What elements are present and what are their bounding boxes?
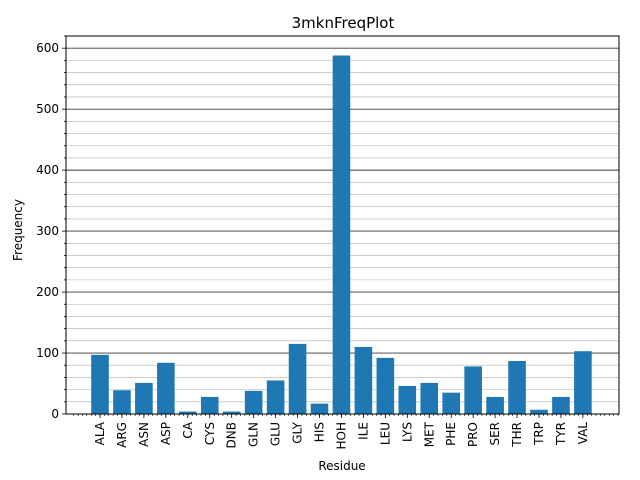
bar-gln	[244, 390, 263, 414]
x-tick-label: GLU	[269, 422, 283, 446]
bars	[91, 55, 592, 415]
y-tick-label: 500	[36, 102, 59, 116]
x-tick-label: CYS	[203, 422, 217, 445]
x-tick-label: GLY	[291, 421, 305, 443]
x-tick-label: ALA	[93, 421, 107, 445]
bar-lys	[398, 385, 417, 414]
bar-phe	[442, 392, 460, 414]
x-tick-label: LEU	[378, 422, 392, 445]
x-tick-label: MET	[422, 421, 436, 447]
bar-met	[420, 382, 439, 414]
x-tick-label: ASP	[159, 422, 173, 445]
x-tick-label: ILE	[356, 422, 370, 440]
bar-asp	[157, 362, 175, 414]
bar-arg	[113, 390, 131, 414]
bar-tyr	[552, 396, 570, 414]
bar-ser	[486, 396, 504, 414]
x-tick-label: TYR	[554, 422, 568, 446]
x-tick-label: DNB	[225, 422, 239, 448]
bar-asn	[135, 382, 153, 414]
bar-glu	[266, 380, 285, 414]
y-tick-label: 300	[36, 224, 59, 238]
x-tick-label: HIS	[313, 422, 327, 442]
bar-cys	[200, 396, 219, 414]
x-tick-label: VAL	[576, 422, 590, 445]
x-tick-label: GLN	[247, 422, 261, 447]
bar-his	[310, 403, 329, 414]
y-axis: 0 100 200 300 400 500 600	[36, 35, 66, 421]
chart-title: 3mknFreqPlot	[292, 14, 395, 32]
x-tick-label: CA	[181, 421, 195, 438]
y-tick-label: 600	[36, 41, 59, 55]
y-tick-label: 400	[36, 163, 59, 177]
x-tick-label: ASN	[137, 422, 151, 447]
x-tick-label: ARG	[115, 422, 129, 448]
bar-trp	[530, 409, 548, 414]
bar-ala	[91, 354, 109, 414]
bar-gly	[288, 343, 307, 414]
bar-hoh	[332, 55, 351, 415]
bar-ca	[179, 411, 197, 414]
bar-ile	[354, 346, 373, 414]
x-tick-label: PRO	[466, 422, 480, 447]
bar-val	[574, 351, 592, 414]
x-tick-label: PHE	[444, 422, 458, 446]
x-tick-label: THR	[510, 422, 524, 448]
x-axis: ALA ARG ASN ASP CA CYS DNB GLN GLU GLY HIS HOH ILE LE…	[73, 414, 619, 450]
bar-pro	[464, 366, 482, 414]
y-tick-label: 200	[36, 285, 59, 299]
bar-thr	[508, 360, 526, 414]
y-axis-label: Frequency	[11, 199, 25, 261]
x-tick-label: LYS	[400, 422, 414, 442]
x-tick-label: HOH	[334, 422, 348, 450]
y-tick-label: 0	[51, 407, 59, 421]
bar-dnb	[222, 411, 241, 414]
bar-leu	[376, 357, 395, 414]
x-tick-label: SER	[488, 422, 502, 446]
plot-frame	[65, 35, 620, 415]
y-tick-label: 100	[36, 346, 59, 360]
x-axis-label: Residue	[318, 459, 365, 473]
x-tick-label: TRP	[532, 422, 546, 446]
